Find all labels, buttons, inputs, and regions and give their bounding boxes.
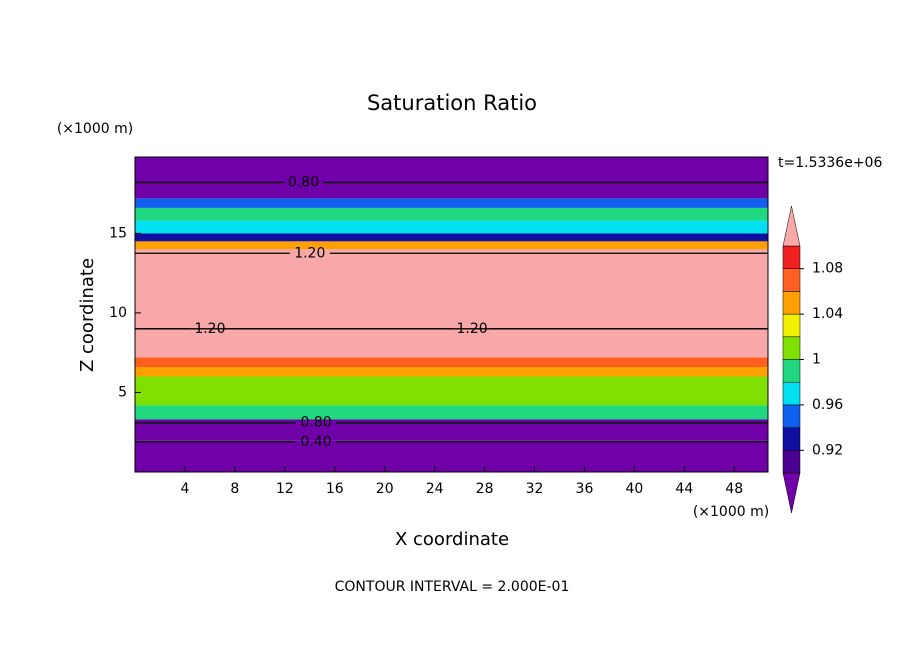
colorbar-tick-label: 1.08 xyxy=(812,261,843,277)
colorbar-bin xyxy=(782,359,801,383)
x-tick-label: 48 xyxy=(725,481,743,497)
field-band xyxy=(135,367,768,377)
x-tick-label: 20 xyxy=(376,481,394,497)
contour-label: 1.20 xyxy=(294,245,325,261)
colorbar-tick-label: 0.92 xyxy=(812,442,843,458)
colorbar-bin xyxy=(782,313,801,338)
field-band xyxy=(135,220,768,234)
x-tick-label: 32 xyxy=(526,481,544,497)
chart-title: Saturation Ratio xyxy=(367,91,537,115)
y-unit: (×1000 m) xyxy=(57,121,133,137)
field-band xyxy=(135,376,768,406)
colorbar-bin xyxy=(782,427,801,451)
x-tick-label: 16 xyxy=(326,481,344,497)
colorbar-tick-label: 0.96 xyxy=(812,397,843,413)
footer: CONTOUR INTERVAL = 2.000E-01 xyxy=(335,579,570,595)
colorbar-over xyxy=(782,205,801,247)
y-tick-label: 5 xyxy=(118,384,127,400)
x-tick-label: 12 xyxy=(276,481,294,497)
field-band xyxy=(135,241,768,250)
field-band xyxy=(135,198,768,208)
field-band xyxy=(135,419,768,441)
x-tick-label: 40 xyxy=(625,481,643,497)
colorbar-bin xyxy=(782,404,801,428)
plot-frame xyxy=(134,156,769,473)
colorbar-tick-label: 1.04 xyxy=(812,306,843,322)
x-tick-label: 44 xyxy=(675,481,693,497)
y-axis-label: Z coordinate xyxy=(77,258,98,372)
contour-label: 0.80 xyxy=(288,174,319,190)
x-tick-label: 4 xyxy=(180,481,189,497)
y-tick-label: 15 xyxy=(109,225,127,241)
contour-label: 0.40 xyxy=(300,434,331,450)
contour-label: 0.80 xyxy=(300,415,331,431)
x-tick-label: 28 xyxy=(476,481,494,497)
time-label: t=1.5336e+06 xyxy=(778,155,882,171)
colorbar-bin xyxy=(782,381,801,406)
field-band xyxy=(135,357,768,367)
field-band xyxy=(135,405,768,420)
field-band xyxy=(135,207,768,221)
contour-label: 1.20 xyxy=(457,321,488,337)
colorbar-bin xyxy=(782,245,801,269)
colorbar-bin xyxy=(782,291,801,315)
colorbar-bin xyxy=(782,450,801,474)
field-band xyxy=(135,157,768,199)
field-band xyxy=(135,249,768,358)
colorbar-bin xyxy=(782,336,801,360)
x-axis-label: X coordinate xyxy=(395,529,509,550)
y-tick-label: 10 xyxy=(109,305,127,321)
colorbar-bin xyxy=(782,268,801,292)
field-band xyxy=(135,233,768,242)
colorbar-tick-label: 1 xyxy=(812,352,821,368)
field-band xyxy=(135,440,768,472)
x-tick-label: 8 xyxy=(230,481,239,497)
x-tick-label: 36 xyxy=(576,481,594,497)
x-unit: (×1000 m) xyxy=(693,504,769,520)
x-tick-label: 24 xyxy=(426,481,444,497)
colorbar-under xyxy=(782,472,801,514)
